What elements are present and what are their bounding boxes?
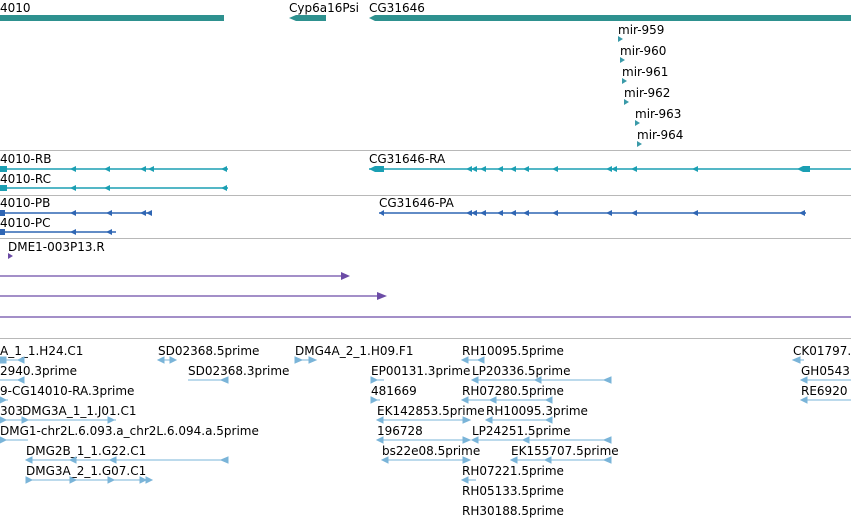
mirna-label-959: mir-959	[618, 23, 665, 37]
est-label: DMG4A_2_1.H09.F1	[295, 344, 414, 358]
gene-label-4010: 4010	[0, 1, 31, 15]
est-glyphs[interactable]	[0, 338, 851, 528]
est-label: 9-CG14010-RA.3prime	[0, 384, 135, 398]
mirna-label-962: mir-962	[624, 86, 671, 100]
est-label: DMG3A_1_1.J01.C1	[22, 404, 137, 418]
gene-label-cyp6a16psi: Cyp6a16Psi	[289, 1, 359, 15]
est-label: bs22e08.5prime	[382, 444, 481, 458]
est-label: 196728	[377, 424, 423, 438]
gene-label-cg31646: CG31646	[369, 1, 425, 15]
est-label: LP20336.5prime	[472, 364, 571, 378]
est-label: RH07280.5prime	[462, 384, 564, 398]
est-label: CK01797.	[793, 344, 851, 358]
est-label: EK155707.5prime	[511, 444, 619, 458]
transcript-label-pc: 4010-PC	[0, 216, 51, 230]
est-label: 2940.3prime	[0, 364, 77, 378]
est-label: RH05133.5prime	[462, 484, 564, 498]
est-label: RH30188.5prime	[462, 504, 564, 518]
mirna-glyphs[interactable]	[0, 0, 851, 150]
track-separator	[0, 338, 851, 339]
est-label: DMG1-chr2L.6.093.a_chr2L.6.094.a.5prime	[0, 424, 259, 438]
est-label: GH0543	[801, 364, 850, 378]
est-label: EK142853.5prime	[377, 404, 485, 418]
est-label: SD02368.5prime	[158, 344, 260, 358]
est-label: EP00131.3prime	[371, 364, 471, 378]
transcript-label-ra: CG31646-RA	[369, 152, 446, 166]
track-separator	[0, 195, 851, 196]
est-label: RH07221.5prime	[462, 464, 564, 478]
est-label: 303	[0, 404, 23, 418]
transcript-label-pb: 4010-PB	[0, 196, 51, 210]
est-label: DMG2B_1_1.G22.C1	[26, 444, 147, 458]
est-label: RH10095.3prime	[486, 404, 588, 418]
est-label: A_1_1.H24.C1	[0, 344, 84, 358]
transcript-glyphs-protein[interactable]	[0, 195, 851, 240]
est-label: 481669	[371, 384, 417, 398]
mirna-label-964: mir-964	[637, 128, 684, 142]
track-separator	[0, 238, 851, 239]
transcript-glyphs-mrna[interactable]	[0, 150, 851, 195]
mirna-label-963: mir-963	[635, 107, 682, 121]
est-label: RE6920	[801, 384, 848, 398]
transcript-label-rb: 4010-RB	[0, 152, 52, 166]
mirna-label-961: mir-961	[622, 65, 669, 79]
est-label: DMG3A_2_1.G07.C1	[26, 464, 147, 478]
primer-label: DME1-003P13.R	[8, 240, 105, 254]
mirna-label-960: mir-960	[620, 44, 667, 58]
primer-glyphs[interactable]	[0, 238, 851, 328]
track-separator	[0, 150, 851, 151]
gene-bar-cyp6a16psi[interactable]	[0, 0, 851, 30]
gene-bar-4010[interactable]	[0, 15, 224, 21]
est-label: LP24251.5prime	[472, 424, 571, 438]
transcript-label-pa: CG31646-PA	[379, 196, 454, 210]
est-label: RH10095.5prime	[462, 344, 564, 358]
transcript-label-rc: 4010-RC	[0, 172, 51, 186]
est-label: SD02368.3prime	[188, 364, 290, 378]
